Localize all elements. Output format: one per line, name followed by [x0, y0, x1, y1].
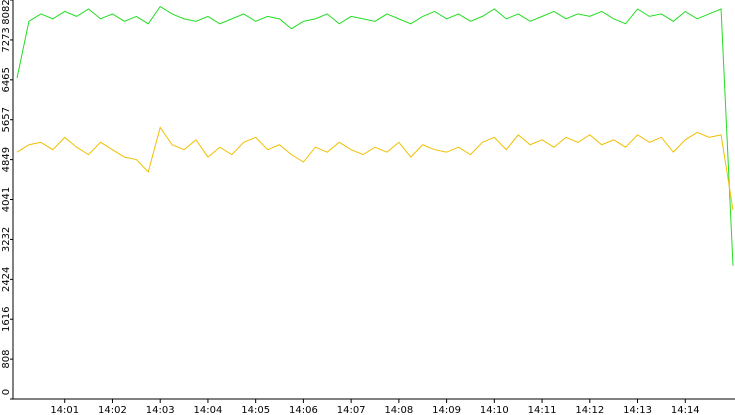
x-tick-label: 14:14	[671, 405, 700, 415]
x-tick-label: 14:08	[384, 405, 413, 415]
x-tick-label: 14:10	[480, 405, 509, 415]
y-tick-label: 5657	[1, 107, 12, 132]
x-tick-label: 14:05	[241, 405, 270, 415]
series-line	[16, 126, 734, 210]
y-tick-label: 3232	[1, 227, 12, 252]
x-tick-label: 14:13	[623, 405, 652, 415]
y-tick-label: 4041	[1, 187, 12, 212]
x-tick-label: 14:07	[337, 405, 366, 415]
y-tick-label: 1616	[1, 306, 12, 331]
x-tick-label: 14:09	[432, 405, 461, 415]
x-tick-label: 14:12	[575, 405, 604, 415]
x-tick-label: 14:03	[146, 405, 175, 415]
y-tick-label: 8082	[1, 0, 12, 25]
y-tick-label: 7273	[1, 27, 12, 52]
x-tick-label: 14:02	[98, 405, 127, 415]
y-tick-label: 2424	[1, 267, 12, 292]
series-line	[16, 5, 734, 266]
x-tick-label: 14:01	[50, 405, 79, 415]
y-tick-label: 6465	[1, 67, 12, 92]
x-tick-label: 14:04	[194, 405, 223, 415]
y-tick-label: 808	[1, 350, 12, 369]
x-tick-label: 14:06	[289, 405, 318, 415]
x-tick-label: 14:11	[528, 405, 557, 415]
y-tick-label: 0	[1, 389, 12, 395]
y-tick-label: 4849	[1, 147, 12, 172]
